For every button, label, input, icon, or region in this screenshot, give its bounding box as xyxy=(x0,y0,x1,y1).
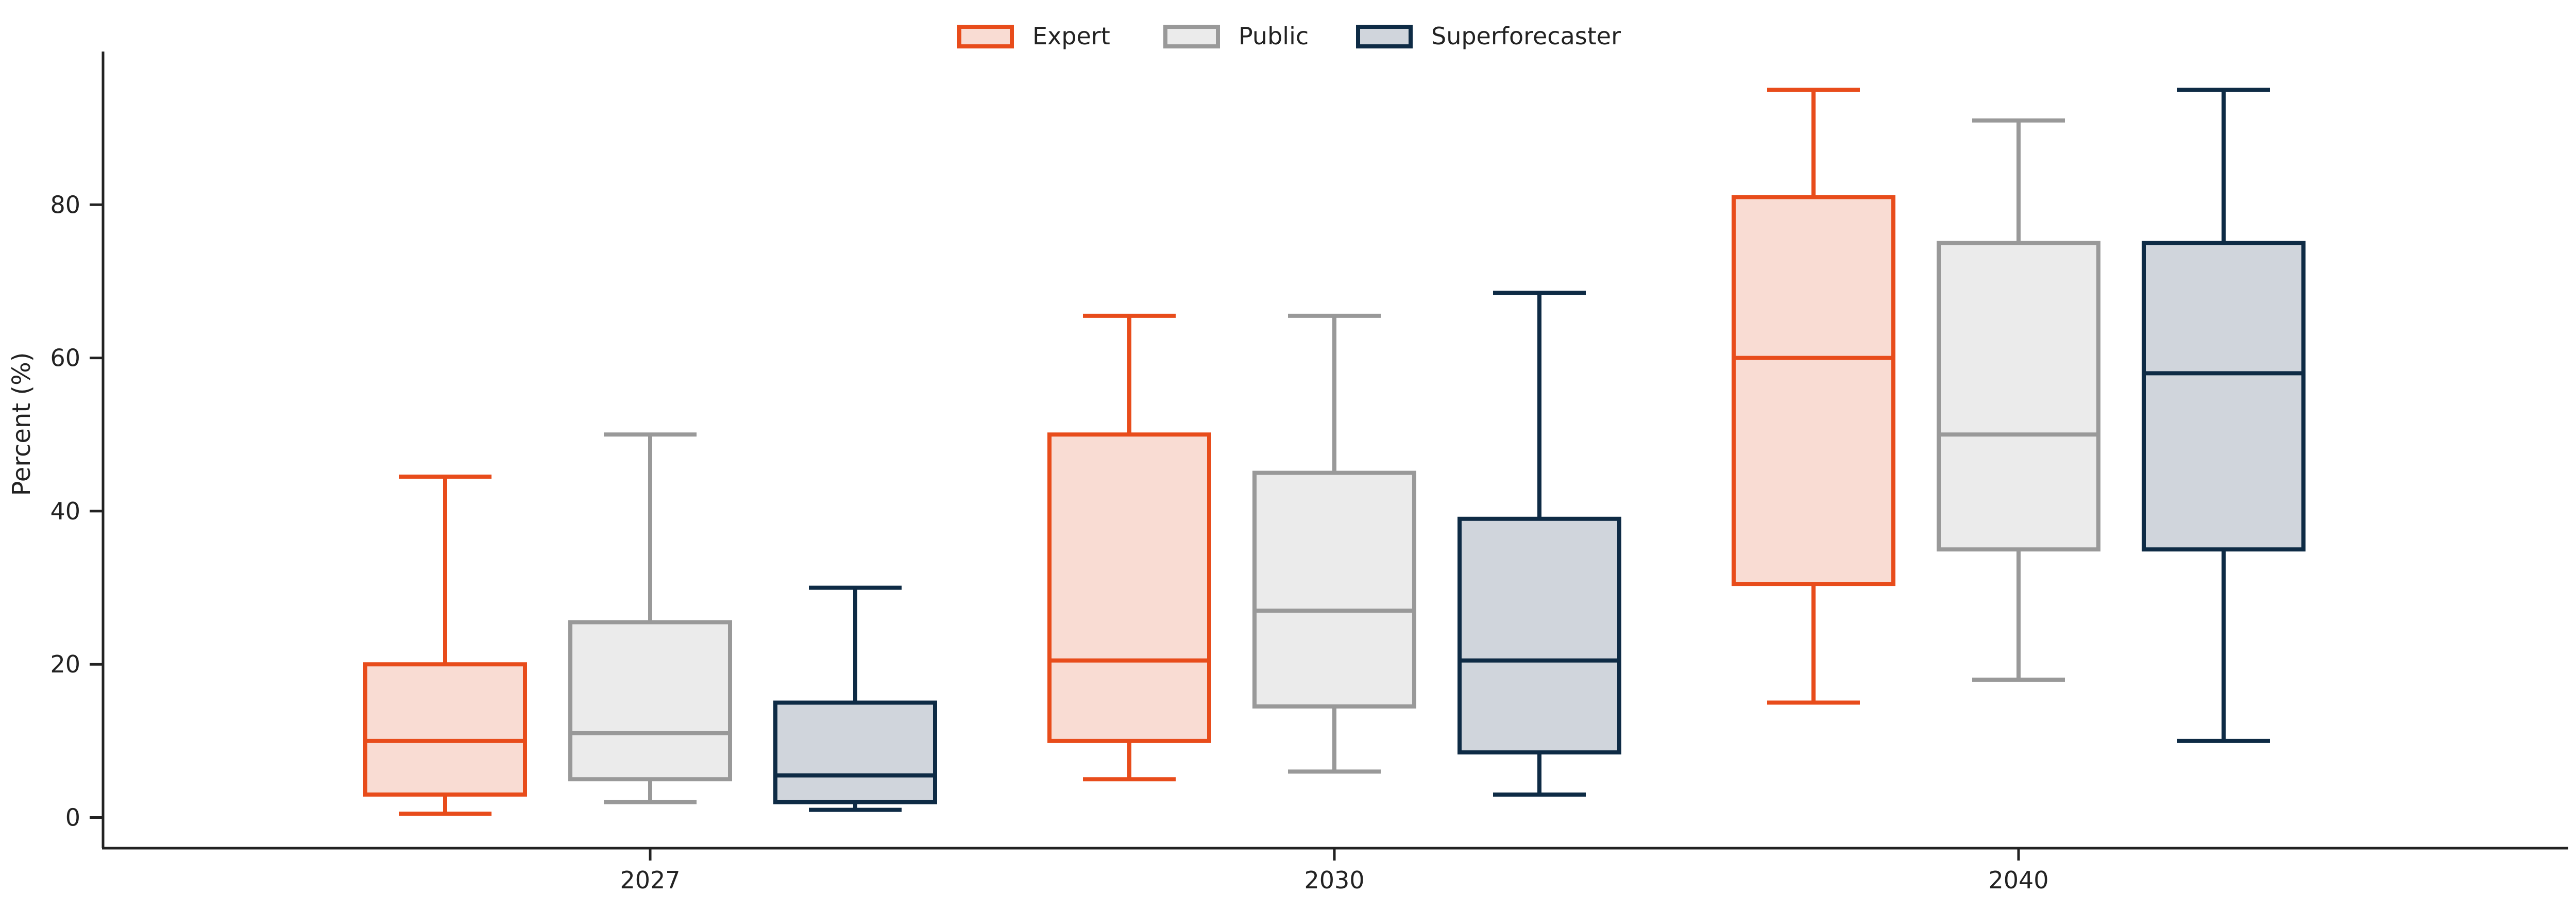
box-superforecaster-2027 xyxy=(773,585,937,812)
iqr-box xyxy=(1732,195,1895,586)
iqr-box xyxy=(2142,241,2306,552)
legend-swatch xyxy=(1356,25,1413,48)
x-tick-label: 2030 xyxy=(1304,866,1364,894)
box-expert-2030 xyxy=(1047,313,1211,782)
box-superforecaster-2030 xyxy=(1458,291,1621,797)
y-tick-label: 0 xyxy=(65,804,80,832)
y-tick-label: 60 xyxy=(50,344,80,372)
y-tick-label: 40 xyxy=(50,497,80,525)
iqr-box xyxy=(1047,432,1211,743)
x-tick-label: 2040 xyxy=(1988,866,2048,894)
y-tick-label: 20 xyxy=(50,650,80,678)
legend-item-public: Public xyxy=(1163,22,1309,50)
legend-item-superforecaster: Superforecaster xyxy=(1356,22,1621,50)
iqr-box xyxy=(568,620,732,782)
legend-label: Expert xyxy=(1032,22,1110,50)
legend: Expert Public Superforecaster xyxy=(957,22,1621,50)
iqr-box xyxy=(1458,516,1621,755)
y-tick-label: 80 xyxy=(50,191,80,218)
y-axis-ticks: 0 20 40 60 80 xyxy=(50,191,103,832)
iqr-box xyxy=(1937,241,2100,552)
iqr-box xyxy=(1252,470,1416,709)
x-axis-ticks: 2027 2030 2040 xyxy=(620,848,2049,894)
legend-swatch xyxy=(957,25,1014,48)
legend-swatch xyxy=(1163,25,1220,48)
box-expert-2027 xyxy=(363,475,527,816)
box-superforecaster-2040 xyxy=(2142,88,2306,743)
plot-area xyxy=(363,88,2306,816)
y-axis-title: Percent (%) xyxy=(7,352,36,496)
box-expert-2040 xyxy=(1732,88,1895,705)
legend-item-expert: Expert xyxy=(957,22,1110,50)
x-tick-label: 2027 xyxy=(620,866,680,894)
iqr-box xyxy=(773,700,937,804)
box-public-2030 xyxy=(1252,313,1416,774)
iqr-box xyxy=(363,662,527,797)
legend-label: Superforecaster xyxy=(1431,22,1621,50)
box-public-2027 xyxy=(568,432,732,804)
legend-label: Public xyxy=(1239,22,1309,50)
box-public-2040 xyxy=(1937,118,2100,682)
